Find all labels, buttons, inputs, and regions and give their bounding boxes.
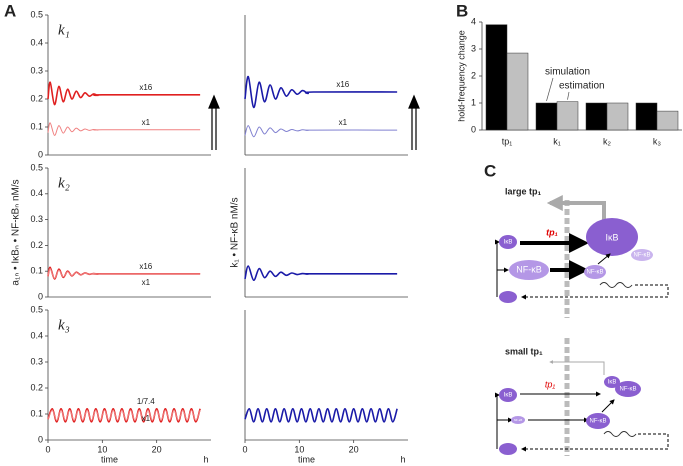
y-tick-label: 0 <box>38 291 43 301</box>
bar <box>585 102 608 131</box>
bar <box>606 102 629 131</box>
legend-leader <box>546 77 554 102</box>
x-tick-label: 0 <box>242 444 247 454</box>
y-tick-label: 1 <box>471 97 476 107</box>
loop-line <box>496 241 498 297</box>
y-tick-label: 0.2 <box>30 382 43 392</box>
bar <box>556 101 579 131</box>
mol-label: NF-κB <box>514 418 523 422</box>
y-tick-label: 0.1 <box>30 121 43 131</box>
series-label: x1 <box>142 118 151 127</box>
x-tick-label: 20 <box>349 444 359 454</box>
bar <box>635 102 658 131</box>
series-label: x1 <box>339 118 348 127</box>
mol-label: IκB <box>608 380 617 386</box>
bar <box>506 52 529 131</box>
mol-label: NF-κB <box>634 253 651 259</box>
diagram-title: small tp₁ <box>505 346 543 356</box>
series-label: x1 <box>142 278 151 287</box>
row-label: k₃ <box>58 317 70 333</box>
x-tick-label: k₁ <box>553 136 561 146</box>
x-tick-label: 10 <box>97 444 107 454</box>
row-label: k₁ <box>58 22 70 38</box>
y-tick-label: 0.3 <box>30 65 43 75</box>
line-series <box>244 265 398 282</box>
y-tick-label: 0.4 <box>30 188 43 198</box>
y-tick-label: 0 <box>471 124 476 134</box>
legend-label: estimation <box>559 81 605 92</box>
panel-letter: C <box>484 161 496 180</box>
panel-letter: A <box>4 1 16 20</box>
mol-label: IκB <box>504 240 513 246</box>
diagram-large: large tp₁ IκB tp₁ IκB NF-κB NF-κB NF-κB <box>495 186 669 318</box>
line-series <box>47 122 201 136</box>
rate-label: tp₁ <box>546 227 558 237</box>
bar <box>535 102 558 131</box>
y-tick-label: 0.1 <box>30 266 43 276</box>
y-tick-label: 0.4 <box>30 37 43 47</box>
panel-letter: B <box>456 1 468 20</box>
y-tick-label: 4 <box>471 16 476 26</box>
y-tick-label: 2 <box>471 70 476 80</box>
y-tick-label: 0.5 <box>30 9 43 19</box>
y-tick-label: 0.5 <box>30 304 43 314</box>
x-axis-label: time <box>101 454 118 464</box>
diagram-title: large tp₁ <box>505 186 542 196</box>
legend-label: simulation <box>545 67 590 78</box>
mol-label: IκB <box>605 232 618 242</box>
line-series <box>47 81 201 106</box>
line-series <box>244 75 398 109</box>
line-series <box>47 268 201 279</box>
x-tick-label: 10 <box>294 444 304 454</box>
y-tick-label: 0.3 <box>30 214 43 224</box>
mol-label: NF-κB <box>516 264 542 274</box>
diagram-small: small tp₁ IκB tp₁ IκB NF-κB NF-κB NF-κB <box>495 338 669 456</box>
x-tick-label: 20 <box>152 444 162 454</box>
mol-label: NF-κB <box>590 419 607 425</box>
legend-leader <box>567 91 570 100</box>
y-tick-label: 0.3 <box>30 356 43 366</box>
y-tick-label: 0.2 <box>30 93 43 103</box>
bar <box>656 110 679 131</box>
y-tick-label: 0 <box>38 149 43 159</box>
dna <box>599 282 633 288</box>
y-tick-label: 3 <box>471 43 476 53</box>
y-tick-label: 0.2 <box>30 240 43 250</box>
mol-label: NF-κB <box>587 270 604 276</box>
line-series <box>244 407 398 423</box>
y-axis-label: hold-frequency change <box>456 30 466 122</box>
rate-label: tp₁ <box>545 379 556 389</box>
mol-label: NF-κB <box>620 387 637 393</box>
bar <box>485 24 508 131</box>
mol-label: IκB <box>504 393 513 399</box>
x-tick-label: k₂ <box>603 136 612 146</box>
x-axis-label: time <box>298 454 315 464</box>
x-axis-unit: h <box>400 454 405 464</box>
series-label: 1/7.4 <box>137 397 155 406</box>
x-axis-unit: h <box>203 454 208 464</box>
y-axis-label: k₁ • NF-κB nM/s <box>230 197 241 267</box>
x-tick-label: 0 <box>45 444 50 454</box>
y-axis-label: a₁ₙ • IκBₙ • NF-κBₙ nM/s <box>11 179 22 285</box>
y-tick-label: 0.5 <box>30 162 43 172</box>
y-tick-label: 0 <box>38 434 43 444</box>
row-label: k₂ <box>58 175 70 191</box>
line-series <box>244 125 398 138</box>
line-series <box>47 409 201 422</box>
up-arrow <box>208 94 420 150</box>
export-arrow <box>546 195 606 222</box>
series-label: x16 <box>336 80 349 89</box>
y-tick-label: 0.1 <box>30 408 43 418</box>
series-label: x16 <box>139 83 152 92</box>
series-label: x1 <box>142 414 151 423</box>
line-series <box>47 266 201 280</box>
x-tick-label: k₃ <box>653 136 662 146</box>
series-label: x16 <box>139 262 152 271</box>
x-tick-label: tp₁ <box>502 136 513 146</box>
y-tick-label: 0.4 <box>30 330 43 340</box>
